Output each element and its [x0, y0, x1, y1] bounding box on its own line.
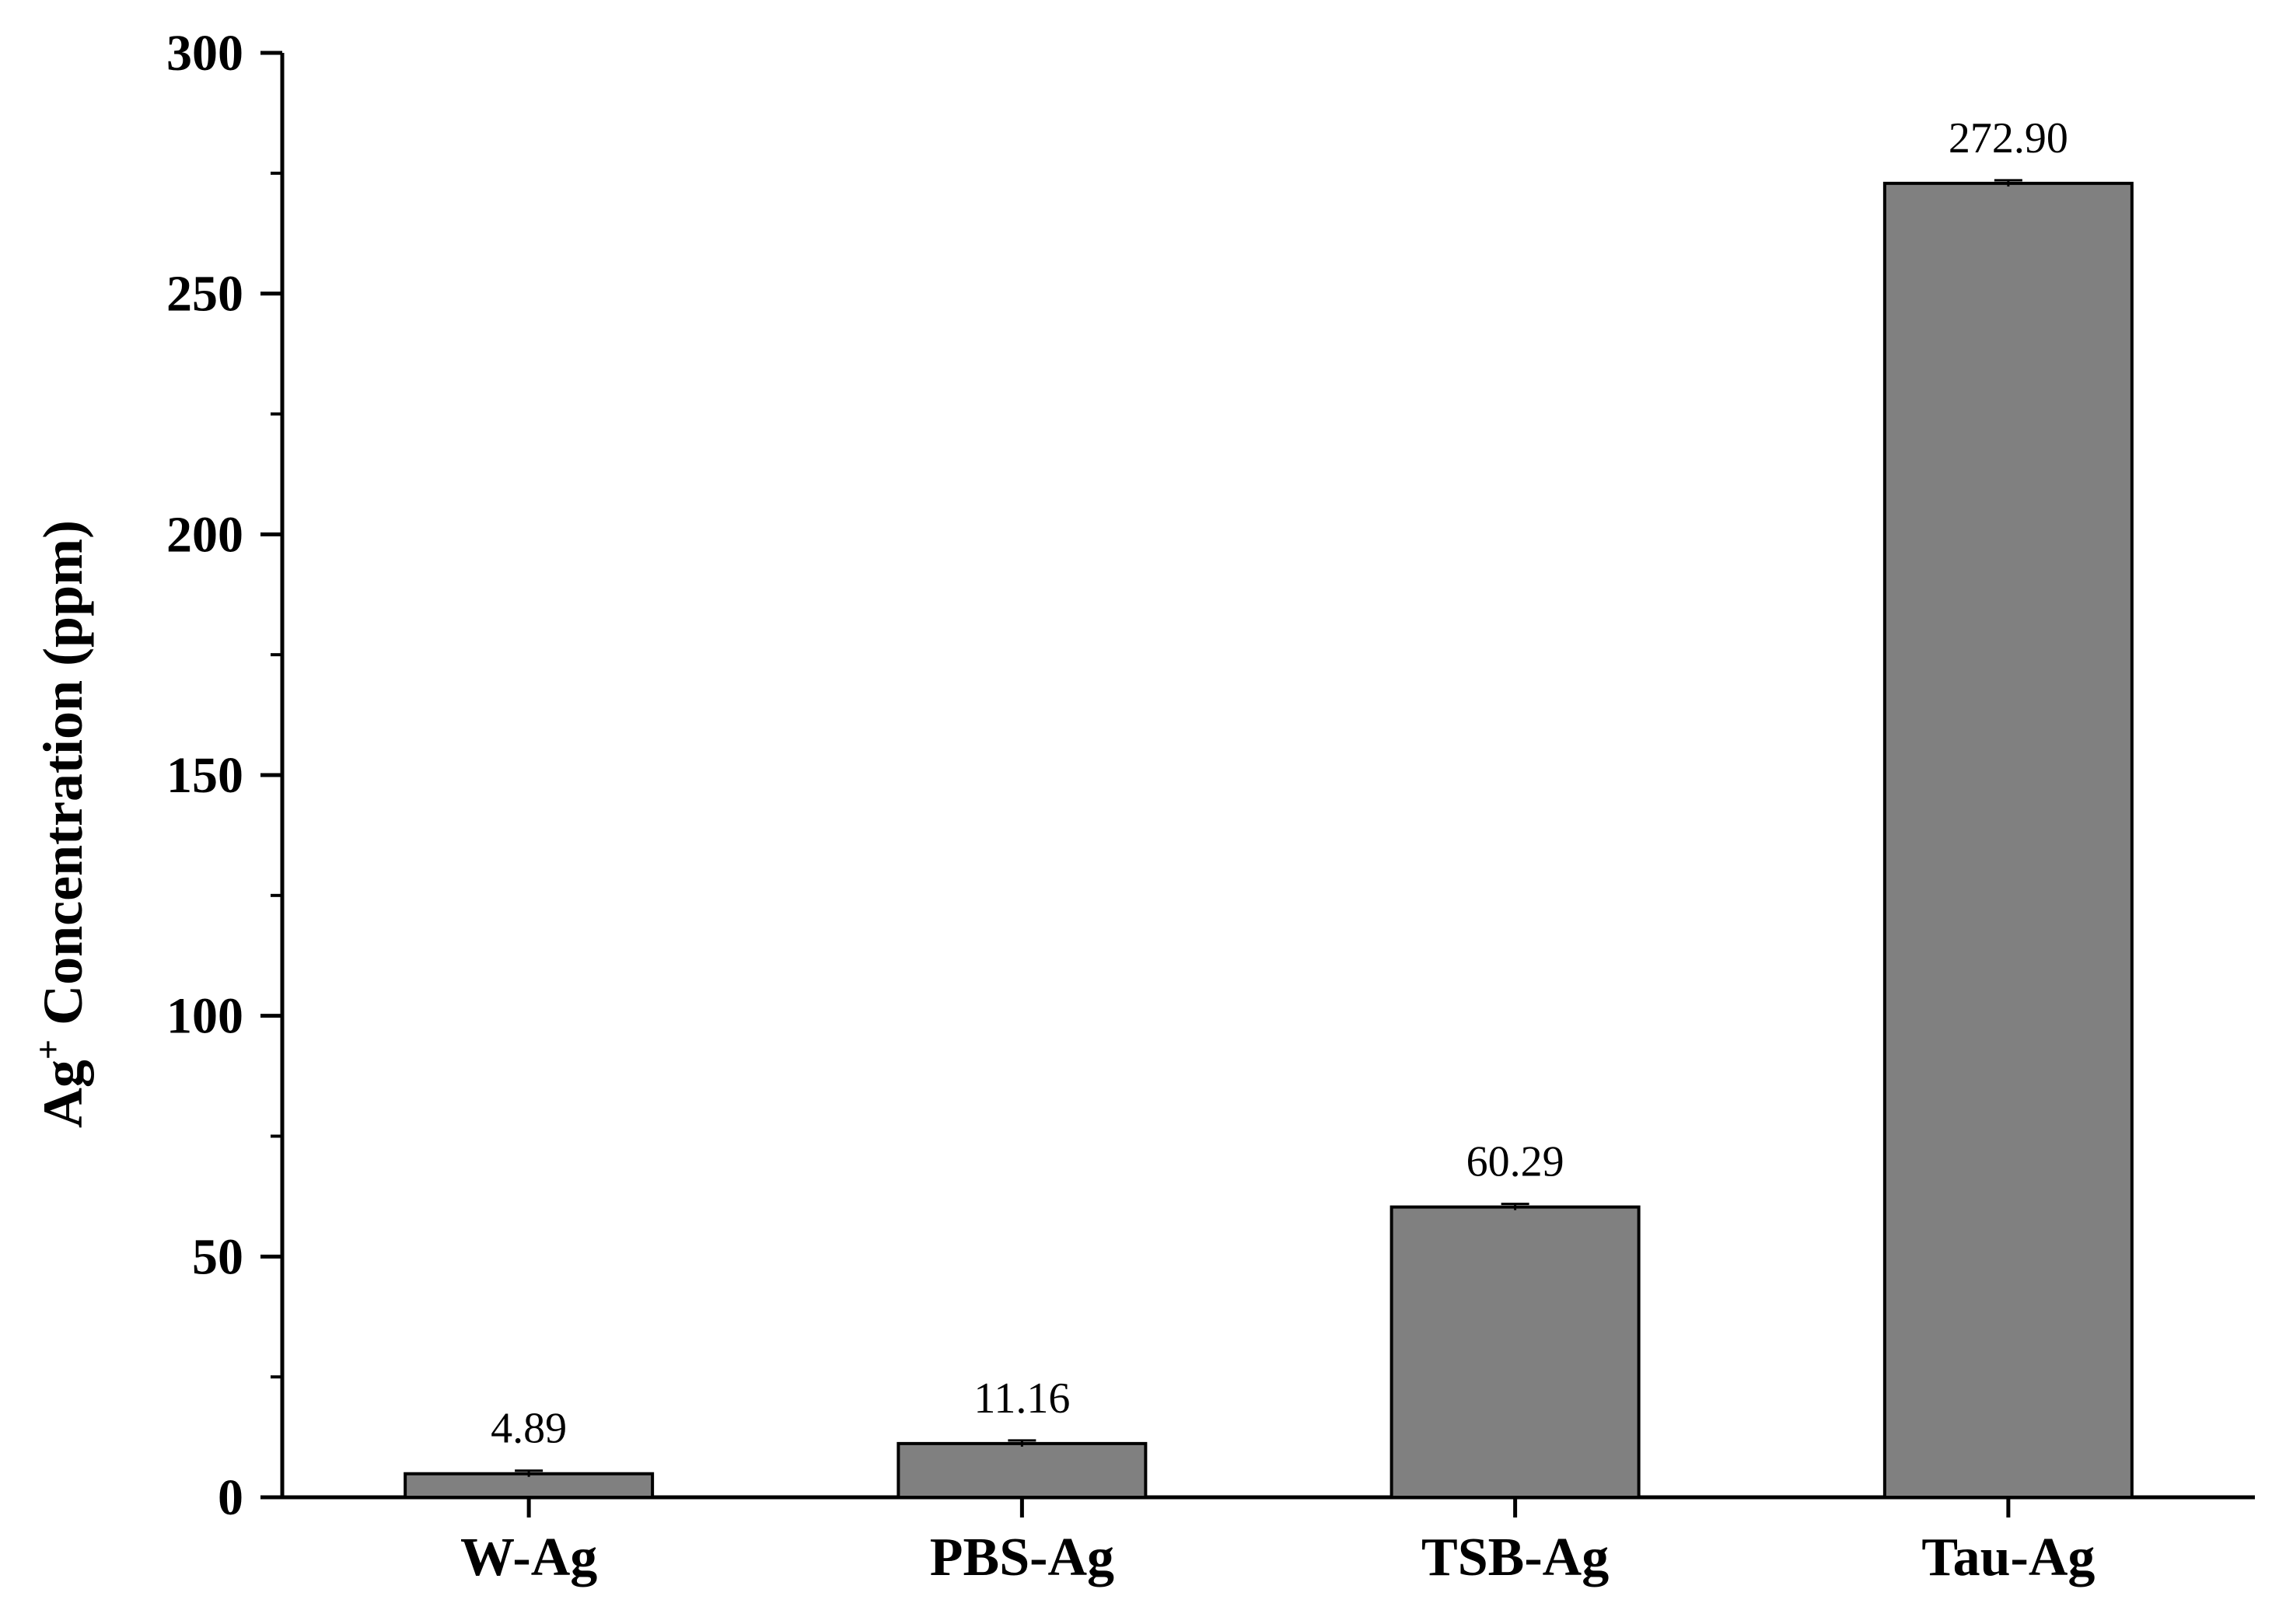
bar [404, 1472, 655, 1499]
x-tick-label: W-Ag [460, 1528, 597, 1587]
x-tick-label: PBS-Ag [930, 1528, 1114, 1587]
y-tick-label: 100 [166, 988, 243, 1045]
y-tick-label: 250 [166, 266, 243, 323]
bar [897, 1441, 1148, 1500]
bar [1389, 1205, 1641, 1499]
data-label: 272.90 [1949, 114, 2068, 162]
x-tick-label: Tau-Ag [1921, 1528, 2095, 1587]
y-tick-label: 200 [166, 506, 243, 563]
labels: 4.89 W-Ag 11.16 PBS-Ag 60.29 TSB-Ag 272.90 Tau-… [460, 114, 2095, 1587]
x-tick-label: TSB-Ag [1421, 1528, 1609, 1587]
y-tick-label: 300 [166, 25, 243, 82]
data-label: 4.89 [491, 1405, 567, 1453]
y-axis-label-rest: Concentration (ppm) [32, 520, 94, 1039]
y-tick-label: 0 [218, 1469, 243, 1526]
y-axis-label: Ag+ Concentration (ppm) [28, 520, 94, 1128]
data-label: 11.16 [973, 1374, 1070, 1423]
bars [404, 179, 2134, 1500]
y-tick-label: 50 [192, 1228, 243, 1285]
axes: 0 50 100 150 200 250 300 [166, 25, 2255, 1526]
data-label: 60.29 [1466, 1138, 1564, 1186]
y-axis-label-main: Ag [32, 1060, 94, 1128]
y-axis-label-superscript: + [28, 1039, 68, 1060]
y-tick-label: 150 [166, 747, 243, 804]
bar [1882, 181, 2134, 1499]
